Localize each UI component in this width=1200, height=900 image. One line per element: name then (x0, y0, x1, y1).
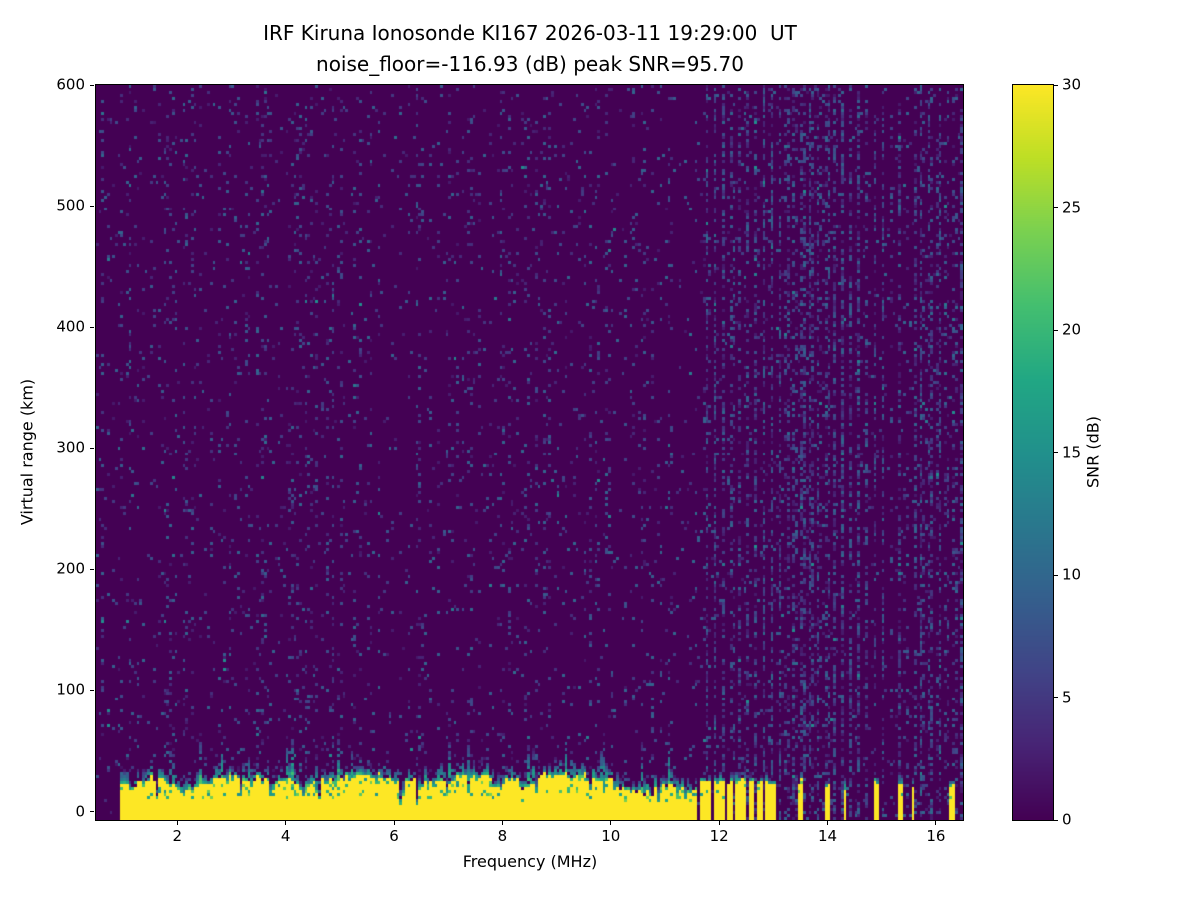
colorbar-tick-mark (1054, 84, 1058, 86)
y-tick-label: 600 (56, 75, 85, 94)
x-tick-label: 2 (172, 827, 183, 845)
y-tick-mark (90, 84, 94, 86)
y-tick-mark (90, 205, 94, 207)
ionogram-heatmap-canvas (96, 85, 963, 820)
x-tick-label: 16 (926, 827, 946, 845)
y-tick-label: 400 (56, 317, 85, 336)
colorbar-tick-mark (1054, 207, 1058, 208)
x-tick-mark (501, 821, 503, 825)
colorbar-tick-label: 0 (1062, 810, 1072, 829)
x-tick-mark (718, 821, 720, 825)
y-tick-mark (90, 689, 94, 691)
colorbar-tick-mark (1054, 819, 1058, 821)
colorbar-tick-mark (1054, 329, 1058, 331)
colorbar-gradient-canvas (1013, 85, 1053, 820)
y-tick-label: 500 (56, 196, 85, 215)
x-tick-label: 8 (497, 827, 508, 845)
colorbar-tick-mark (1054, 574, 1058, 576)
colorbar-label: SNR (dB) (1083, 416, 1103, 488)
x-tick-mark (610, 821, 612, 825)
x-tick-label: 14 (817, 827, 838, 845)
colorbar-tick-label: 5 (1062, 688, 1072, 706)
x-tick-label: 12 (709, 827, 729, 845)
x-tick-mark (935, 821, 937, 825)
y-tick-label: 300 (56, 438, 85, 457)
x-tick-label: 4 (280, 827, 291, 845)
x-tick-mark (393, 821, 395, 825)
y-tick-mark (90, 447, 94, 449)
x-tick-label: 10 (601, 827, 621, 845)
heatmap-plot-area (95, 84, 964, 821)
y-tick-label: 200 (56, 559, 85, 578)
x-tick-mark (827, 821, 829, 825)
chart-title-line1: IRF Kiruna Ionosonde KI167 2026-03-11 19… (263, 21, 797, 45)
colorbar-tick-mark (1054, 452, 1058, 453)
x-axis-label: Frequency (MHz) (462, 852, 598, 871)
y-tick-label: 0 (75, 802, 85, 821)
colorbar-tick-label: 25 (1062, 198, 1082, 216)
x-tick-mark (176, 821, 178, 825)
chart-title: IRF Kiruna Ionosonde KI167 2026-03-11 19… (96, 18, 964, 80)
colorbar-tick-label: 20 (1062, 320, 1082, 339)
colorbar (1012, 84, 1054, 821)
y-tick-label: 100 (56, 680, 85, 699)
colorbar-tick-label: 30 (1062, 75, 1082, 94)
colorbar-tick-label: 10 (1062, 565, 1082, 584)
x-tick-label: 6 (389, 827, 399, 845)
x-tick-mark (285, 821, 287, 825)
colorbar-tick-mark (1054, 697, 1058, 698)
colorbar-tick-label: 15 (1062, 443, 1082, 461)
y-tick-mark (90, 326, 94, 328)
chart-title-line2: noise_floor=-116.93 (dB) peak SNR=95.70 (316, 52, 744, 76)
y-tick-mark (90, 568, 94, 570)
y-tick-mark (90, 811, 94, 813)
